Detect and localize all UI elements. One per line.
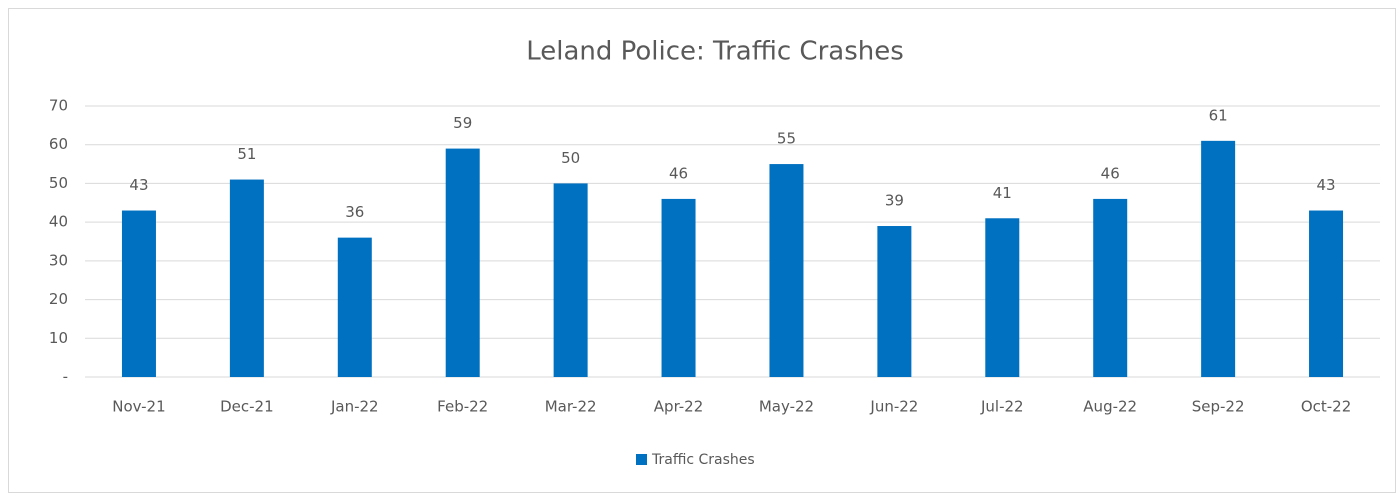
bar bbox=[769, 164, 804, 377]
bar bbox=[1201, 140, 1236, 377]
x-tick-label: Nov-21 bbox=[112, 398, 165, 416]
x-tick-label: May-22 bbox=[759, 398, 814, 416]
x-tick-label: Sep-22 bbox=[1192, 398, 1245, 416]
data-label: 43 bbox=[129, 176, 148, 194]
bar bbox=[445, 148, 480, 377]
y-tick-label: 40 bbox=[49, 213, 68, 231]
data-label: 46 bbox=[1101, 164, 1120, 182]
x-tick-label: Jun-22 bbox=[869, 398, 918, 416]
x-tick-label: Mar-22 bbox=[545, 398, 597, 416]
x-tick-label: Jan-22 bbox=[330, 398, 379, 416]
y-tick-label: 50 bbox=[49, 174, 68, 192]
bar bbox=[229, 179, 264, 377]
y-tick-label: 30 bbox=[49, 251, 68, 269]
bar bbox=[877, 226, 912, 377]
data-label: 46 bbox=[669, 164, 688, 182]
data-label: 50 bbox=[561, 149, 580, 167]
chart-border bbox=[8, 8, 1396, 493]
y-tick-label: 20 bbox=[49, 290, 68, 308]
data-label: 36 bbox=[345, 203, 364, 221]
x-tick-label: Jul-22 bbox=[980, 398, 1024, 416]
y-tick-label: - bbox=[63, 368, 68, 386]
bar bbox=[1309, 210, 1344, 377]
bar bbox=[553, 183, 588, 377]
x-tick-label: Apr-22 bbox=[654, 398, 704, 416]
bar bbox=[661, 198, 696, 377]
chart-title: Leland Police: Traffic Crashes bbox=[526, 37, 904, 67]
data-label: 39 bbox=[885, 192, 904, 210]
bar bbox=[1093, 198, 1128, 377]
y-tick-label: 70 bbox=[49, 97, 68, 115]
y-tick-label: 60 bbox=[49, 135, 68, 153]
data-label: 61 bbox=[1209, 106, 1228, 124]
data-label: 55 bbox=[777, 130, 796, 148]
data-label: 43 bbox=[1316, 176, 1335, 194]
bar bbox=[337, 237, 372, 377]
x-tick-label: Oct-22 bbox=[1301, 398, 1351, 416]
x-tick-label: Feb-22 bbox=[437, 398, 488, 416]
bar bbox=[985, 218, 1020, 377]
legend-label: Traffic Crashes bbox=[651, 452, 755, 468]
data-label: 59 bbox=[453, 114, 472, 132]
data-label: 41 bbox=[993, 184, 1012, 202]
bar bbox=[121, 210, 156, 377]
legend-swatch bbox=[636, 454, 647, 465]
x-tick-label: Aug-22 bbox=[1083, 398, 1137, 416]
data-label: 51 bbox=[237, 145, 256, 163]
x-tick-label: Dec-21 bbox=[220, 398, 274, 416]
y-tick-label: 10 bbox=[49, 329, 68, 347]
